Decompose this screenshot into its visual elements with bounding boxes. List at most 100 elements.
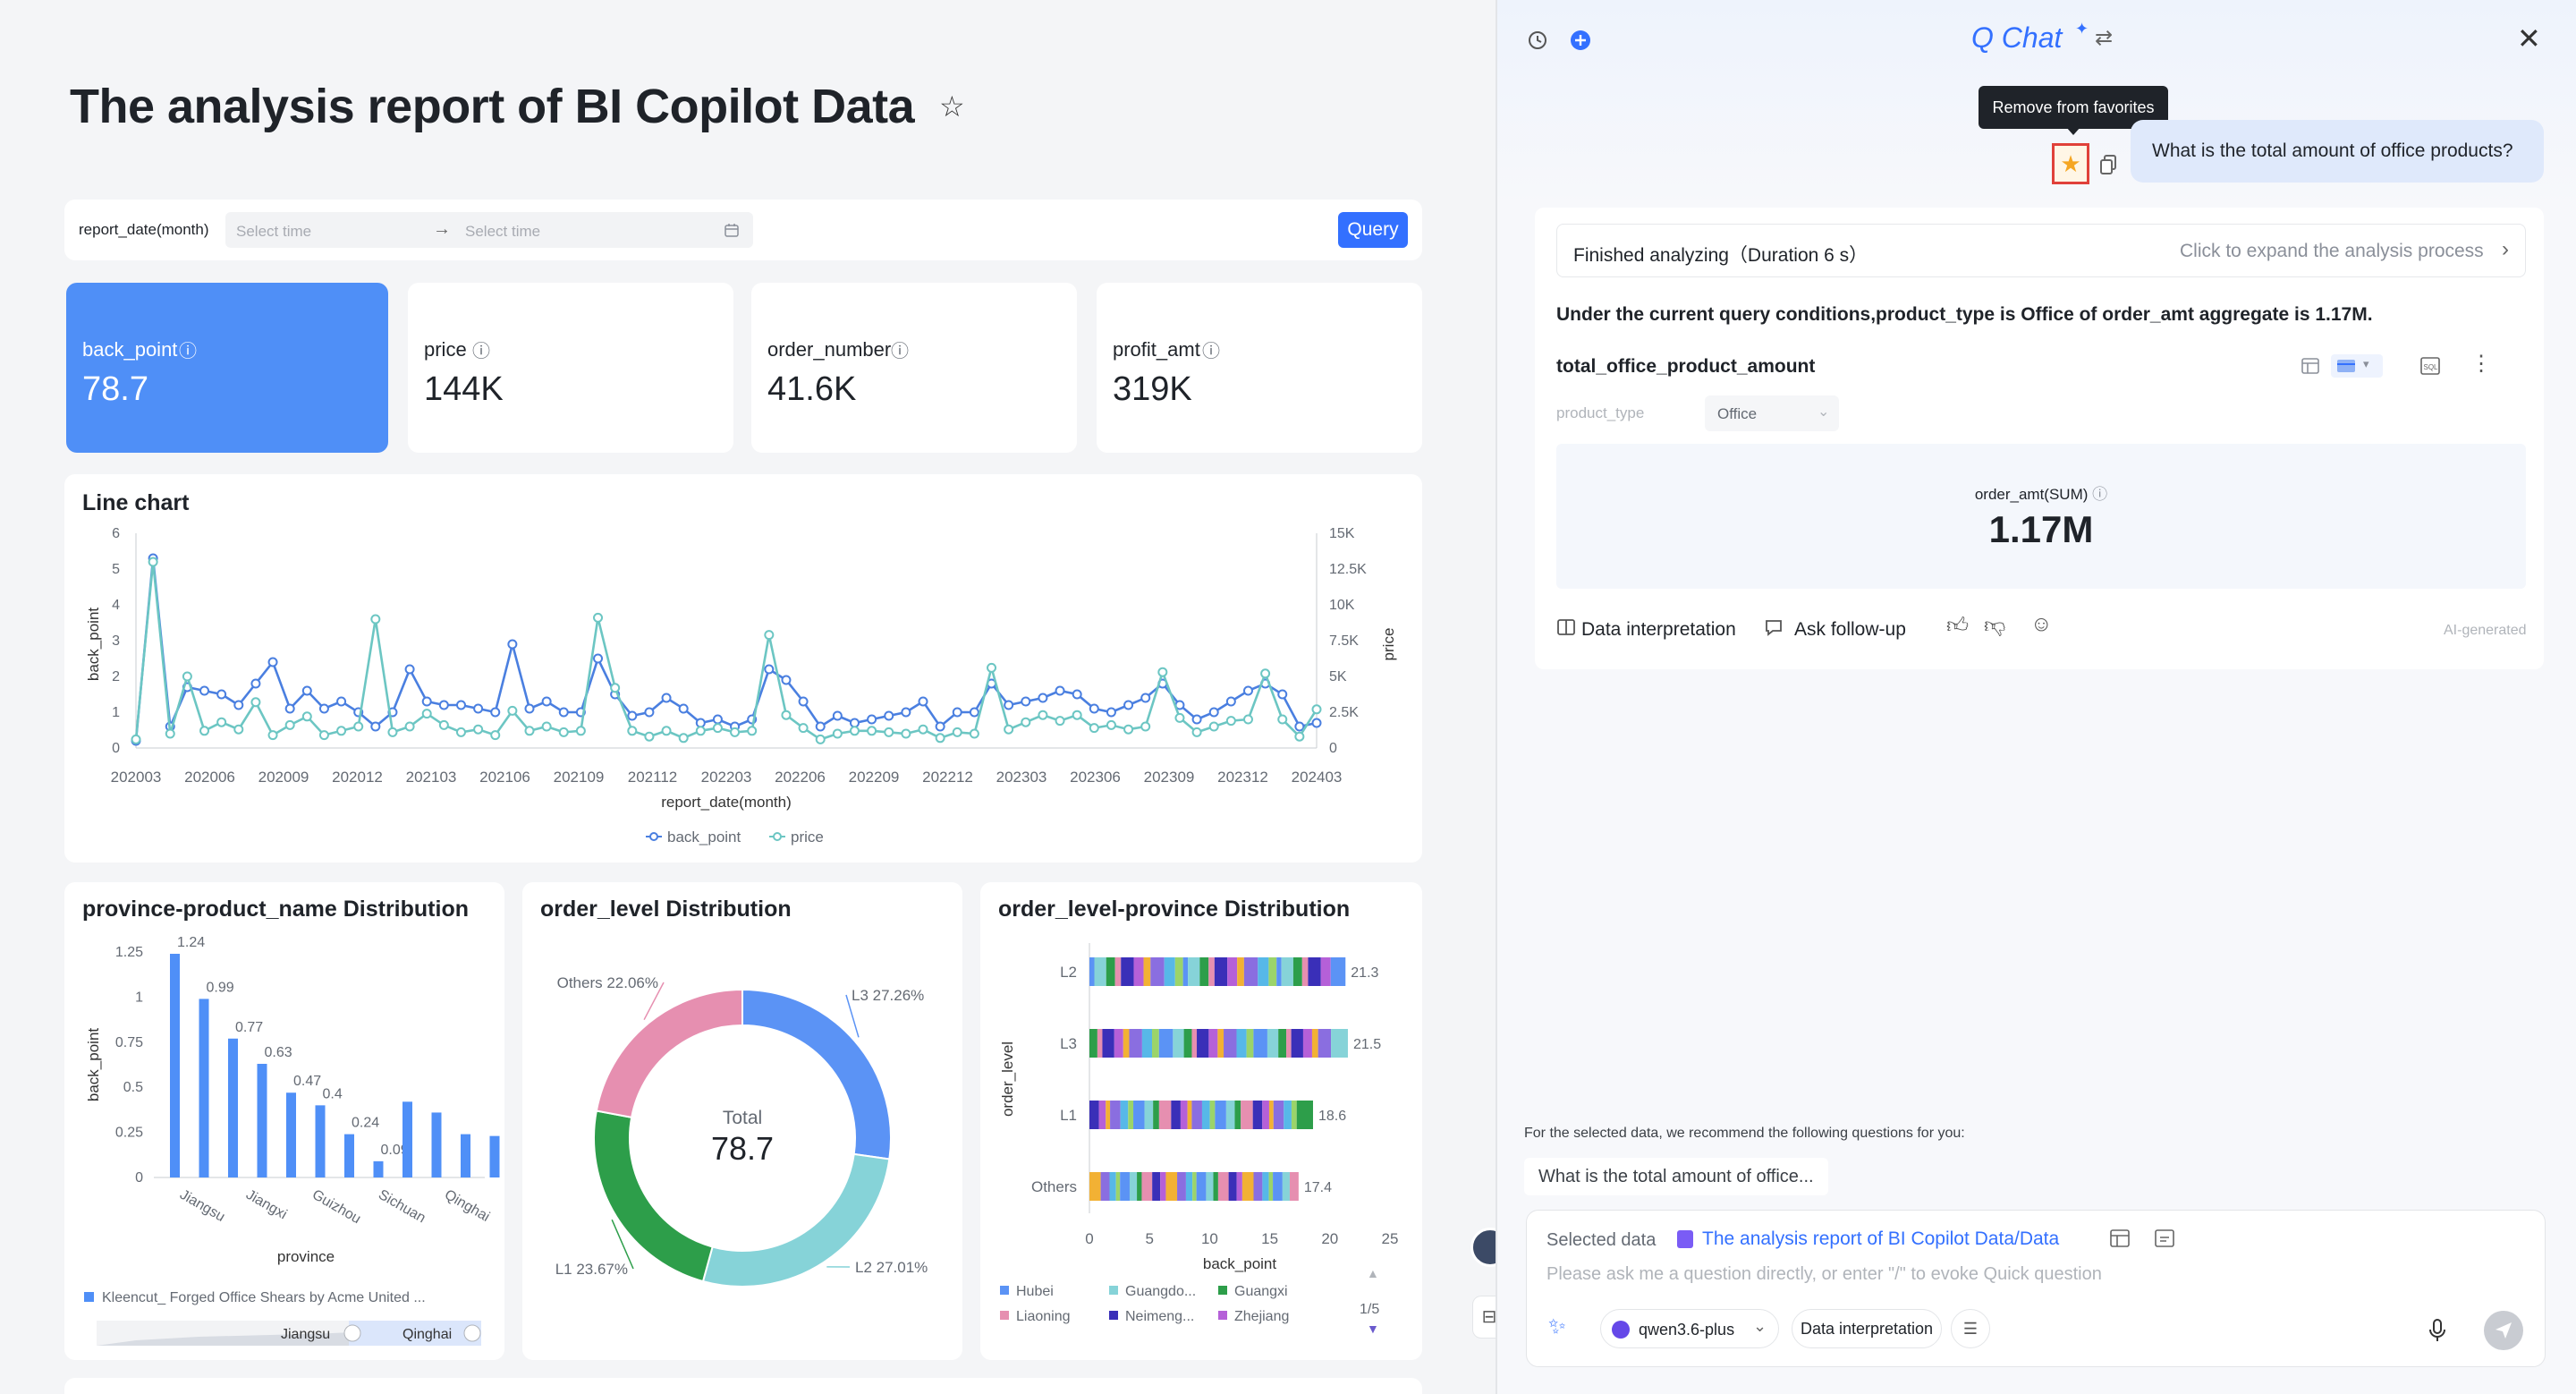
data-point — [267, 657, 278, 667]
chart-type-dropdown[interactable]: ▾ — [2331, 354, 2383, 378]
y-tick-label: L3 — [1060, 1035, 1077, 1052]
bar-segment — [1153, 1101, 1159, 1129]
data-point — [1072, 689, 1082, 700]
y-axis-label: order_level — [999, 1041, 1016, 1117]
bar-segment — [1262, 1172, 1269, 1201]
query-button[interactable]: Query — [1338, 212, 1408, 248]
x-tick-label: 202403 — [1292, 769, 1343, 786]
stacked-bar-chart[interactable]: 0 5 10 15 20 25 back_point order_level L2 21.3 L3 2… — [980, 882, 1422, 1360]
calendar-icon[interactable] — [724, 223, 739, 237]
data-point — [421, 696, 432, 707]
more-icon[interactable]: ⋮ — [2470, 352, 2492, 376]
bar-segment — [1143, 957, 1151, 986]
mode-chip[interactable]: Data interpretation — [1792, 1309, 1942, 1348]
date-range-picker[interactable]: Select time → Select time — [225, 212, 753, 248]
sql-icon[interactable]: SQL — [2417, 354, 2444, 378]
star-icon[interactable]: ☆ — [939, 90, 965, 123]
data-point — [627, 710, 638, 721]
bar-segment — [1217, 1029, 1224, 1058]
kpi-card-back-point[interactable]: back_point ⓘ 78.7 — [66, 283, 388, 453]
history-icon[interactable] — [1526, 29, 1549, 52]
model-select[interactable]: qwen3.6-plus ⌄ — [1600, 1309, 1779, 1348]
swap-data-icon[interactable] — [2153, 1227, 2176, 1250]
expand-link[interactable]: Click to expand the analysis process — [2180, 241, 2484, 261]
bar-segment — [1182, 957, 1189, 986]
microphone-icon[interactable] — [2427, 1318, 2448, 1343]
product-type-select[interactable]: Office ⌄ — [1705, 395, 1839, 431]
data-point — [284, 719, 295, 730]
send-icon — [2496, 1322, 2512, 1339]
svg-text:SQL: SQL — [2424, 363, 2439, 371]
legend-marker — [1218, 1311, 1227, 1320]
data-point — [455, 727, 466, 737]
data-point — [1004, 724, 1014, 735]
kpi-card-order-number[interactable]: order_number ⓘ 41.6K — [751, 283, 1077, 453]
bar-total-label: 18.6 — [1318, 1109, 1346, 1124]
close-icon[interactable]: ✕ — [2517, 22, 2541, 55]
data-point — [884, 710, 894, 721]
ask-follow-up-button[interactable]: Ask follow-up — [1794, 619, 1906, 640]
thumbs-down-icon[interactable]: 👎︎ — [1984, 614, 2006, 638]
x-tick-label: 202112 — [628, 769, 677, 786]
bar-segment — [1311, 1029, 1318, 1058]
table-icon[interactable] — [2108, 1227, 2131, 1250]
kpi-value: 41.6K — [767, 370, 857, 408]
chevron-right-icon[interactable]: › — [2502, 237, 2509, 261]
metric-label-row: order_amt(SUM) ⓘ — [1556, 481, 2526, 504]
table-view-icon[interactable] — [2297, 354, 2324, 378]
bar-segment — [1201, 1101, 1210, 1129]
selected-data-link[interactable]: The analysis report of BI Copilot Data/D… — [1702, 1228, 2060, 1249]
user-message-bubble: What is the total amount of office produ… — [2131, 120, 2544, 183]
bar — [373, 1160, 384, 1177]
donut-chart[interactable]: L3 27.26% L2 27.01% L1 23.67% Others 22.06%… — [522, 882, 962, 1360]
data-point — [1294, 721, 1305, 732]
legend-marker — [1218, 1286, 1227, 1295]
list-icon[interactable]: ☰ — [1951, 1309, 1990, 1348]
start-date-input[interactable]: Select time — [236, 223, 312, 240]
legend-label: price — [791, 829, 824, 846]
data-point — [233, 700, 244, 710]
data-point — [404, 721, 415, 732]
kpi-card-profit-amt[interactable]: profit_amt ⓘ 319K — [1097, 283, 1422, 453]
data-point — [1089, 703, 1099, 714]
favorite-star-icon[interactable]: ★ — [2052, 143, 2089, 184]
bar-value-label: 0.4 — [323, 1086, 343, 1101]
end-date-input[interactable]: Select time — [465, 223, 541, 240]
feedback-icon[interactable]: ☺ — [2030, 612, 2053, 636]
thumbs-up-icon[interactable]: 👍︎ — [1946, 614, 1970, 638]
slice-label: L3 27.26% — [852, 987, 924, 1004]
magic-wand-icon[interactable]: ✨︎ — [1548, 1314, 1566, 1339]
message-input[interactable]: Please ask me a question directly, or en… — [1546, 1264, 2102, 1284]
data-point — [969, 728, 979, 739]
switch-icon[interactable]: ⇄ — [2095, 26, 2114, 50]
chat-bubble-icon — [1766, 620, 1782, 636]
copy-icon[interactable] — [2098, 154, 2118, 175]
data-interpretation-button[interactable]: Data interpretation — [1581, 619, 1736, 640]
analysis-status-bar[interactable]: Finished analyzing（Duration 6 s） Click t… — [1556, 224, 2526, 277]
recommended-question[interactable]: What is the total amount of office... — [1524, 1158, 1828, 1195]
bar-segment — [1236, 1172, 1242, 1201]
send-button[interactable] — [2484, 1311, 2523, 1350]
data-point — [815, 734, 826, 744]
data-point — [250, 678, 261, 689]
y-tick-label: 4 — [112, 598, 120, 613]
bar-segment — [1098, 1101, 1106, 1129]
x-tick-label: Qinghai — [442, 1187, 492, 1225]
info-icon: ⓘ — [1202, 342, 1220, 361]
bar-value-label: 0.99 — [207, 980, 234, 995]
bar-segment — [1252, 1101, 1263, 1129]
legend-label: Hubei — [1016, 1284, 1054, 1299]
bar — [431, 1112, 442, 1177]
new-chat-icon[interactable] — [1569, 29, 1592, 52]
report-panel: The analysis report of BI Copilot Data ☆… — [64, 80, 1422, 1394]
bar-segment — [1284, 1101, 1292, 1129]
metric-label: order_amt(SUM) — [1974, 486, 2089, 503]
bar-chart[interactable]: 0 0.25 0.5 0.75 1 1.25 1.24 0.99 0.770.630.470.4… — [64, 882, 504, 1360]
legend-marker — [1000, 1286, 1009, 1295]
kpi-card-price[interactable]: price ⓘ 144K — [408, 283, 733, 453]
data-point — [695, 718, 706, 728]
bar-segment — [1089, 1172, 1101, 1201]
x-tick-label: Jiangxi — [243, 1187, 290, 1223]
data-point — [524, 703, 535, 714]
